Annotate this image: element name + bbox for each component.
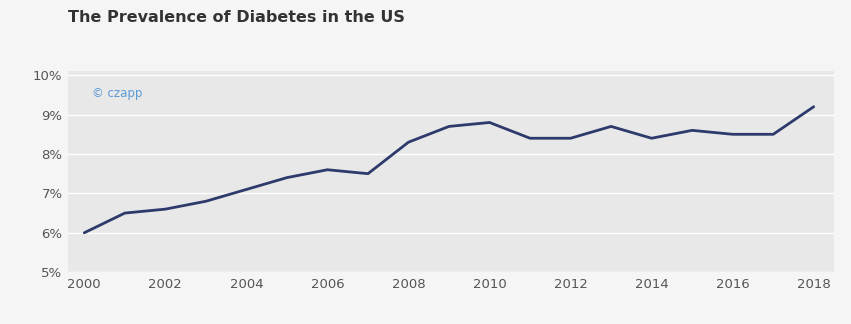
Text: © czapp: © czapp — [93, 87, 143, 100]
Text: The Prevalence of Diabetes in the US: The Prevalence of Diabetes in the US — [68, 10, 405, 25]
